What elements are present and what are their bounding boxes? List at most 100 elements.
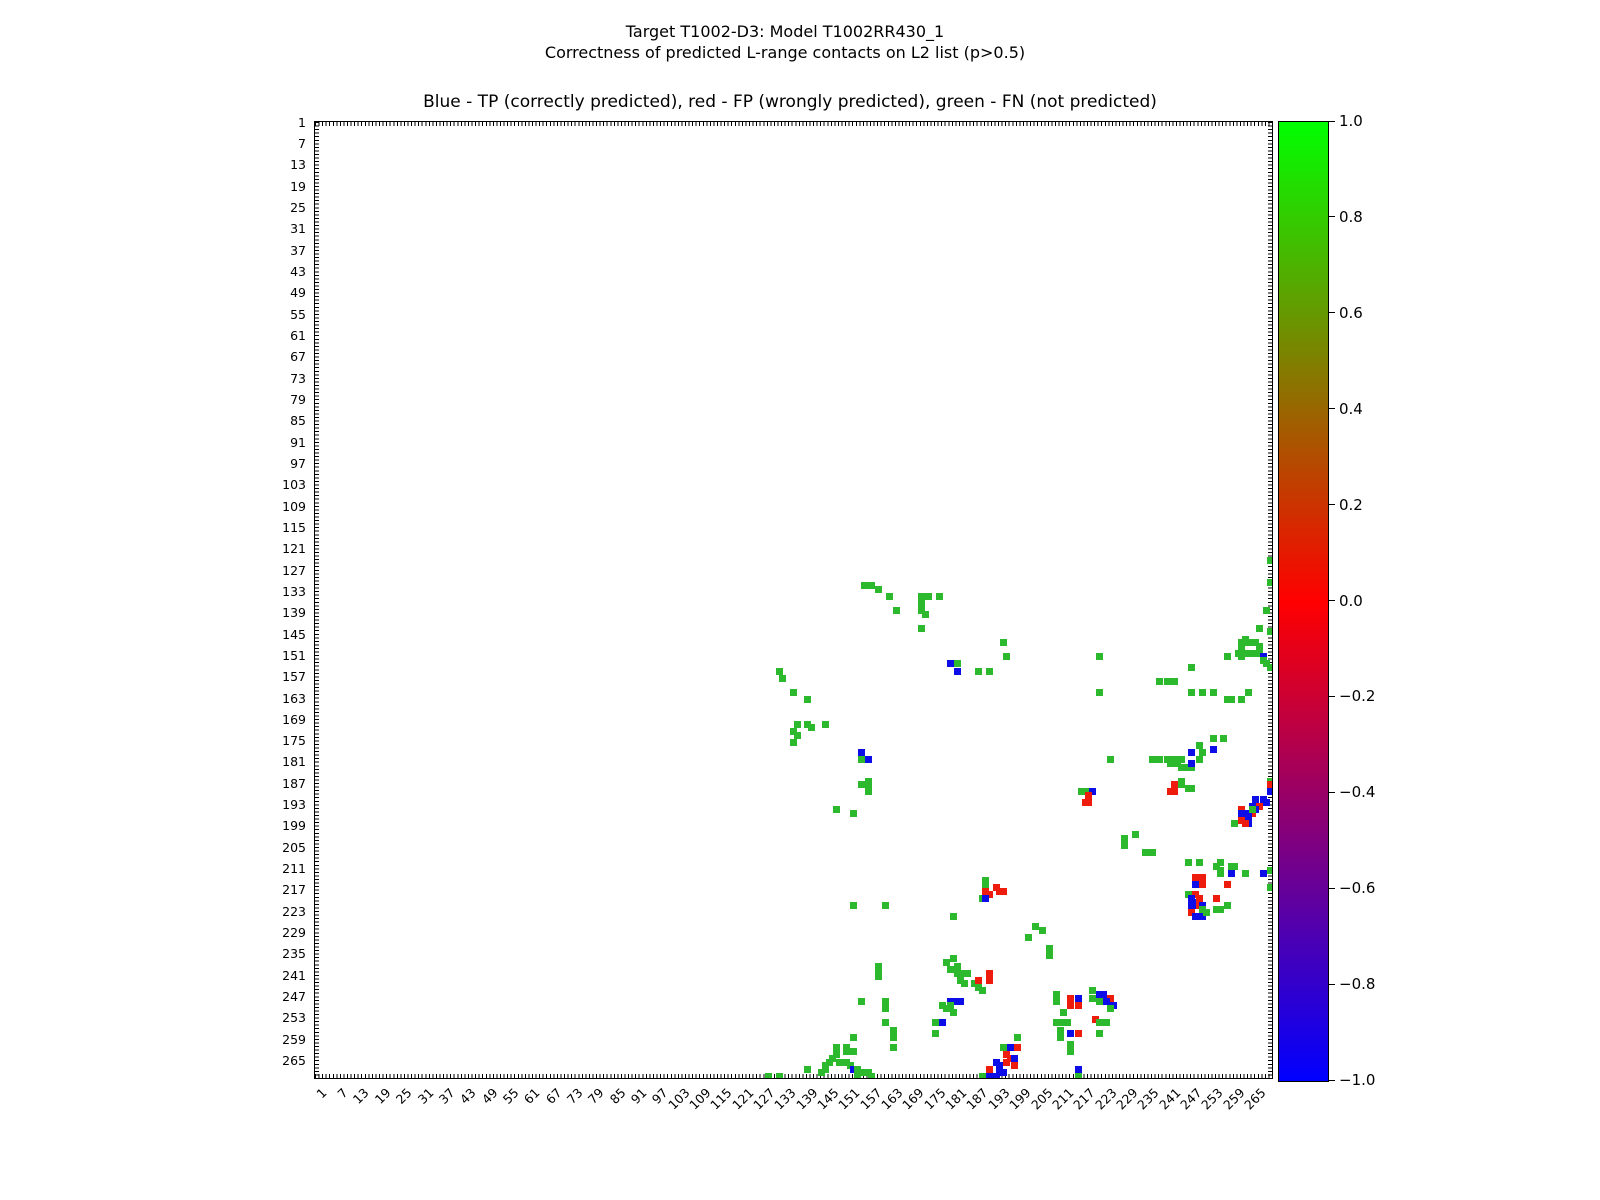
contact-marker-g [843,1044,851,1052]
contact-marker-r [1256,802,1264,810]
contact-marker-g [875,585,883,593]
contact-marker-r [1074,1030,1082,1038]
contact-marker-g [861,582,869,590]
contact-marker-g [1167,756,1175,764]
contact-marker-r [1224,880,1232,888]
contact-marker-g [1106,756,1114,764]
y-tick-label: 193 [282,797,306,813]
contact-marker-r [1170,788,1178,796]
contact-marker-r [996,887,1004,895]
contact-marker-b [1259,653,1267,661]
contact-marker-g [1067,1040,1075,1048]
contact-marker-g [953,962,961,970]
contact-marker-g [1088,987,1096,995]
contact-marker-g [1224,696,1232,703]
contact-marker-b [1199,912,1207,920]
contact-marker-b [1248,802,1256,810]
contact-marker-r [1074,1001,1082,1009]
colorbar-tick-label: −0.6 [1339,879,1376,898]
contact-marker-g [1209,735,1217,743]
colorbar-tick [1329,1079,1335,1081]
contact-marker-g [1266,628,1272,636]
contact-marker-b [939,1019,947,1027]
contact-marker-b [996,1062,1004,1070]
contact-marker-b [985,1072,993,1078]
contact-marker-g [882,1019,890,1027]
contact-marker-g [1263,660,1271,668]
axes-title-legend: Blue - TP (correctly predicted), red - F… [423,92,1157,112]
contact-marker-g [832,1051,840,1059]
contact-marker-g [822,1065,830,1073]
contact-marker-g [1241,635,1249,643]
contact-marker-g [882,902,890,910]
y-tick-label: 181 [282,754,306,770]
contact-marker-g [1177,777,1185,785]
contact-marker-g [1081,788,1089,796]
colorbar-tick-label: −0.8 [1339,975,1376,994]
colorbar-tick-label: −0.4 [1339,783,1376,802]
y-tick-label: 247 [282,989,306,1005]
y-tick-label: 139 [282,605,306,621]
contact-marker-g [918,600,926,608]
contact-marker-r [1081,799,1089,807]
contact-marker-g [1156,756,1164,764]
contact-marker-b [1252,806,1260,814]
contact-marker-g [1184,859,1192,867]
y-tick-label: 37 [290,242,306,258]
contact-marker-g [1170,678,1178,686]
colorbar-tick-label: 1.0 [1339,112,1363,130]
contact-marker-b [1252,795,1260,803]
contact-marker-g [960,980,968,988]
contact-marker-r [1195,902,1203,910]
y-tick-label: 115 [282,519,306,535]
contact-marker-r [985,969,993,977]
contact-marker-g [864,1069,872,1077]
contact-marker-g [935,592,943,600]
contact-marker-g [1014,1033,1022,1041]
contact-marker-b [1010,1044,1018,1052]
y-tick-label: 121 [282,541,306,557]
contact-marker-r [1167,788,1175,796]
contact-marker-g [982,880,990,888]
x-axis-minor-ticks-bottom [315,1074,1272,1078]
y-tick-label: 187 [282,775,306,791]
contact-marker-g [804,720,812,728]
contact-marker-g [790,738,797,746]
contact-marker-g [1266,884,1272,892]
contact-marker-b [1241,809,1249,817]
contact-marker-g [1177,763,1185,771]
contact-marker-g [1106,1005,1114,1013]
contact-marker-g [1174,759,1182,767]
contact-marker-g [1120,834,1128,842]
contact-marker-b [1192,898,1199,906]
colorbar-tick-label: 0.0 [1339,591,1363,610]
contact-marker-r [1014,1044,1022,1052]
contact-marker-g [1067,1047,1075,1055]
contact-marker-g [850,1033,858,1041]
contact-marker-g [854,1065,862,1073]
contact-marker-g [1056,1019,1064,1027]
contact-marker-g [1266,557,1272,565]
contact-marker-g [864,784,872,792]
contact-marker-g [832,806,840,814]
y-tick-label: 127 [282,562,306,578]
contact-marker-g [1263,607,1271,615]
y-tick-label: 223 [282,903,306,919]
contact-marker-b [1088,788,1096,796]
y-tick-label: 145 [282,626,306,642]
contact-marker-g [1046,951,1054,959]
x-axis-minor-ticks-top [315,122,1272,126]
contact-marker-g [1256,649,1264,657]
contact-marker-g [985,667,993,675]
contact-marker-g [1056,1026,1064,1034]
contact-marker-g [946,1001,954,1009]
contact-marker-b [1188,895,1196,903]
contact-marker-g [1131,831,1139,839]
contact-marker-g [793,720,801,728]
contact-marker-r [1188,909,1196,917]
contact-marker-r [1003,1051,1011,1059]
contact-marker-r [1067,1001,1075,1009]
contact-marker-b [1099,990,1107,998]
contact-marker-g [1234,649,1242,657]
contact-marker-g [857,756,865,764]
